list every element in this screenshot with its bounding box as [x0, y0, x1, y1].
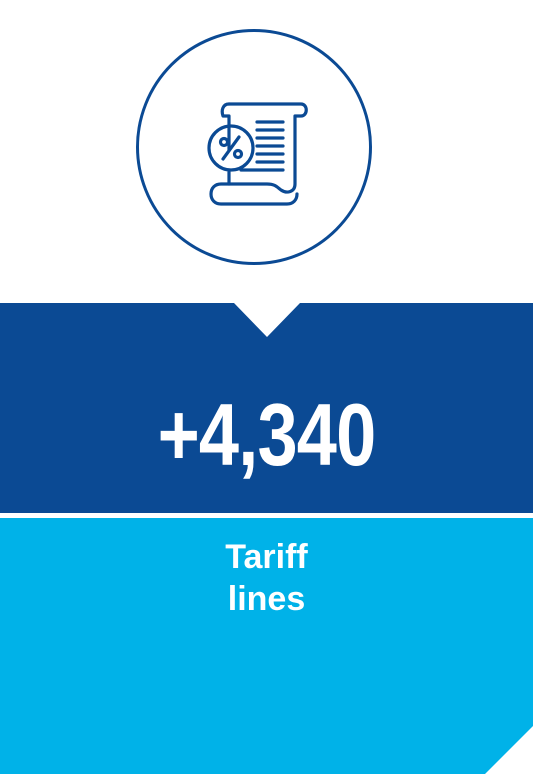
stat-label-line-2: lines [227, 580, 306, 618]
stat-value: +4,340 [157, 385, 377, 484]
icon-circle [136, 29, 372, 265]
pointer-notch [234, 303, 300, 337]
stat-panel [0, 303, 533, 513]
stat-label-line-1: Tariff [225, 538, 308, 576]
divider [0, 513, 533, 518]
stat-label: Tariff lines [0, 536, 533, 620]
tariff-scroll-percent-icon [207, 102, 308, 206]
label-panel [0, 518, 533, 774]
